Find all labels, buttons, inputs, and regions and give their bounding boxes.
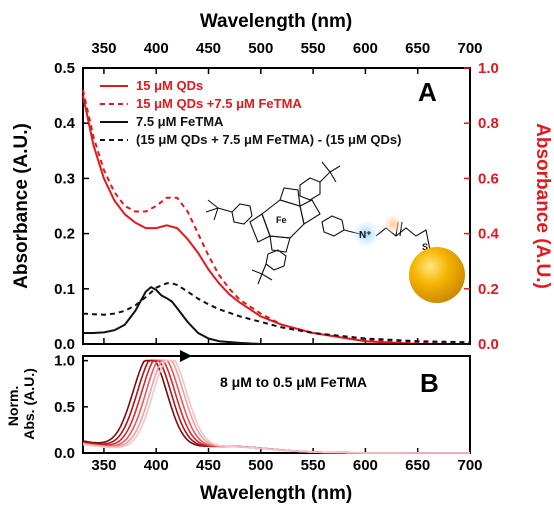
panel-b-frame	[82, 355, 471, 454]
panel-label-b: B	[420, 368, 439, 398]
legend-entry-3: 7.5 μM FeTMA	[136, 114, 224, 129]
normalized-spectrum-6	[82, 359, 470, 454]
right-y-tick-label: 0.4	[478, 226, 500, 243]
panel-label-a: A	[418, 77, 437, 107]
shift-arrow	[128, 350, 192, 362]
panel-b-annotation: 8 μM to 0.5 μM FeTMA	[220, 374, 367, 390]
top-x-tick-label: 500	[248, 40, 273, 57]
left-y-tick-label: 0.3	[54, 170, 75, 187]
left-y-tick-label: 0.0	[54, 336, 75, 353]
bottom-x-tick-label: 350	[91, 457, 116, 474]
bottom-x-tick-label: 650	[405, 457, 430, 474]
fetma-qd-structure-illustration	[205, 161, 445, 285]
panel-a-ticks: 350 400 450 500 550 600 650 700 0.0 0.1 0.2 0.3 0.4 0…	[54, 40, 499, 353]
left-y-axis-title: Absorbance (A.U.)	[11, 123, 32, 289]
legend: 15 μM QDs 15 μM QDs +7.5 μM FeTMA 7.5 μM F…	[100, 78, 401, 147]
panel-b-y-axis-title: Norm. Abs. (A.U.)	[5, 368, 37, 440]
carboxylate-highlight	[384, 215, 402, 233]
bottom-x-tick-label: 700	[457, 457, 482, 474]
legend-entry-2: 15 μM QDs +7.5 μM FeTMA	[136, 96, 302, 111]
bottom-x-axis-title: Wavelength (nm)	[200, 483, 352, 504]
legend-entry-1: 15 μM QDs	[136, 78, 203, 93]
top-x-tick-label: 550	[301, 40, 326, 57]
bottom-x-tick-label: 600	[353, 457, 378, 474]
right-y-tick-label: 1.0	[478, 60, 499, 77]
left-y-tick-label: 0.4	[54, 115, 76, 132]
series-line-4	[82, 282, 471, 344]
top-x-tick-label: 450	[196, 40, 221, 57]
panel-b-ticks: 350 400 450 500 550 600 650 700 0.0 0.5 1.0	[54, 353, 482, 474]
panel-a-series	[82, 89, 471, 345]
left-y-tick-label: 0.1	[54, 281, 75, 298]
series-line-1	[82, 95, 470, 345]
nitrogen-glyph: N⁺	[359, 230, 372, 241]
ammonium-highlight	[354, 222, 378, 246]
series-line-3	[83, 286, 470, 345]
right-y-tick-label: 0.6	[478, 170, 499, 187]
quantum-dot-sphere	[409, 247, 465, 303]
right-y-tick-label: 0.2	[478, 281, 499, 298]
legend-entry-4: (15 μM QDs + 7.5 μM FeTMA) - (15 μM QDs)	[136, 132, 401, 147]
panel-b-y-tick-label: 1.0	[54, 353, 75, 370]
top-x-tick-label: 400	[144, 40, 169, 57]
bottom-x-tick-label: 500	[248, 457, 273, 474]
top-x-tick-label: 650	[405, 40, 430, 57]
panel-b-y-tick-label: 0.5	[54, 399, 75, 416]
panel-b-y-tick-label: 0.0	[54, 445, 75, 462]
bottom-x-tick-label: 550	[301, 457, 326, 474]
panel-b-series	[82, 359, 470, 454]
right-y-tick-label: 0.0	[478, 336, 499, 353]
sulfur-glyph: S	[422, 242, 428, 252]
left-y-tick-label: 0.5	[54, 60, 75, 77]
top-x-tick-label: 350	[91, 40, 116, 57]
iron-center-glyph: Fe	[276, 215, 287, 225]
top-x-tick-label: 700	[457, 40, 482, 57]
bottom-x-tick-label: 400	[144, 457, 169, 474]
right-y-tick-label: 0.8	[478, 115, 499, 132]
left-y-tick-label: 0.2	[54, 226, 75, 243]
bottom-x-tick-label: 450	[196, 457, 221, 474]
right-y-axis-title: Absorbance (A.U.)	[532, 123, 553, 289]
top-x-axis-title: Wavelength (nm)	[200, 11, 352, 32]
series-line-2	[82, 89, 471, 345]
top-x-tick-label: 600	[353, 40, 378, 57]
